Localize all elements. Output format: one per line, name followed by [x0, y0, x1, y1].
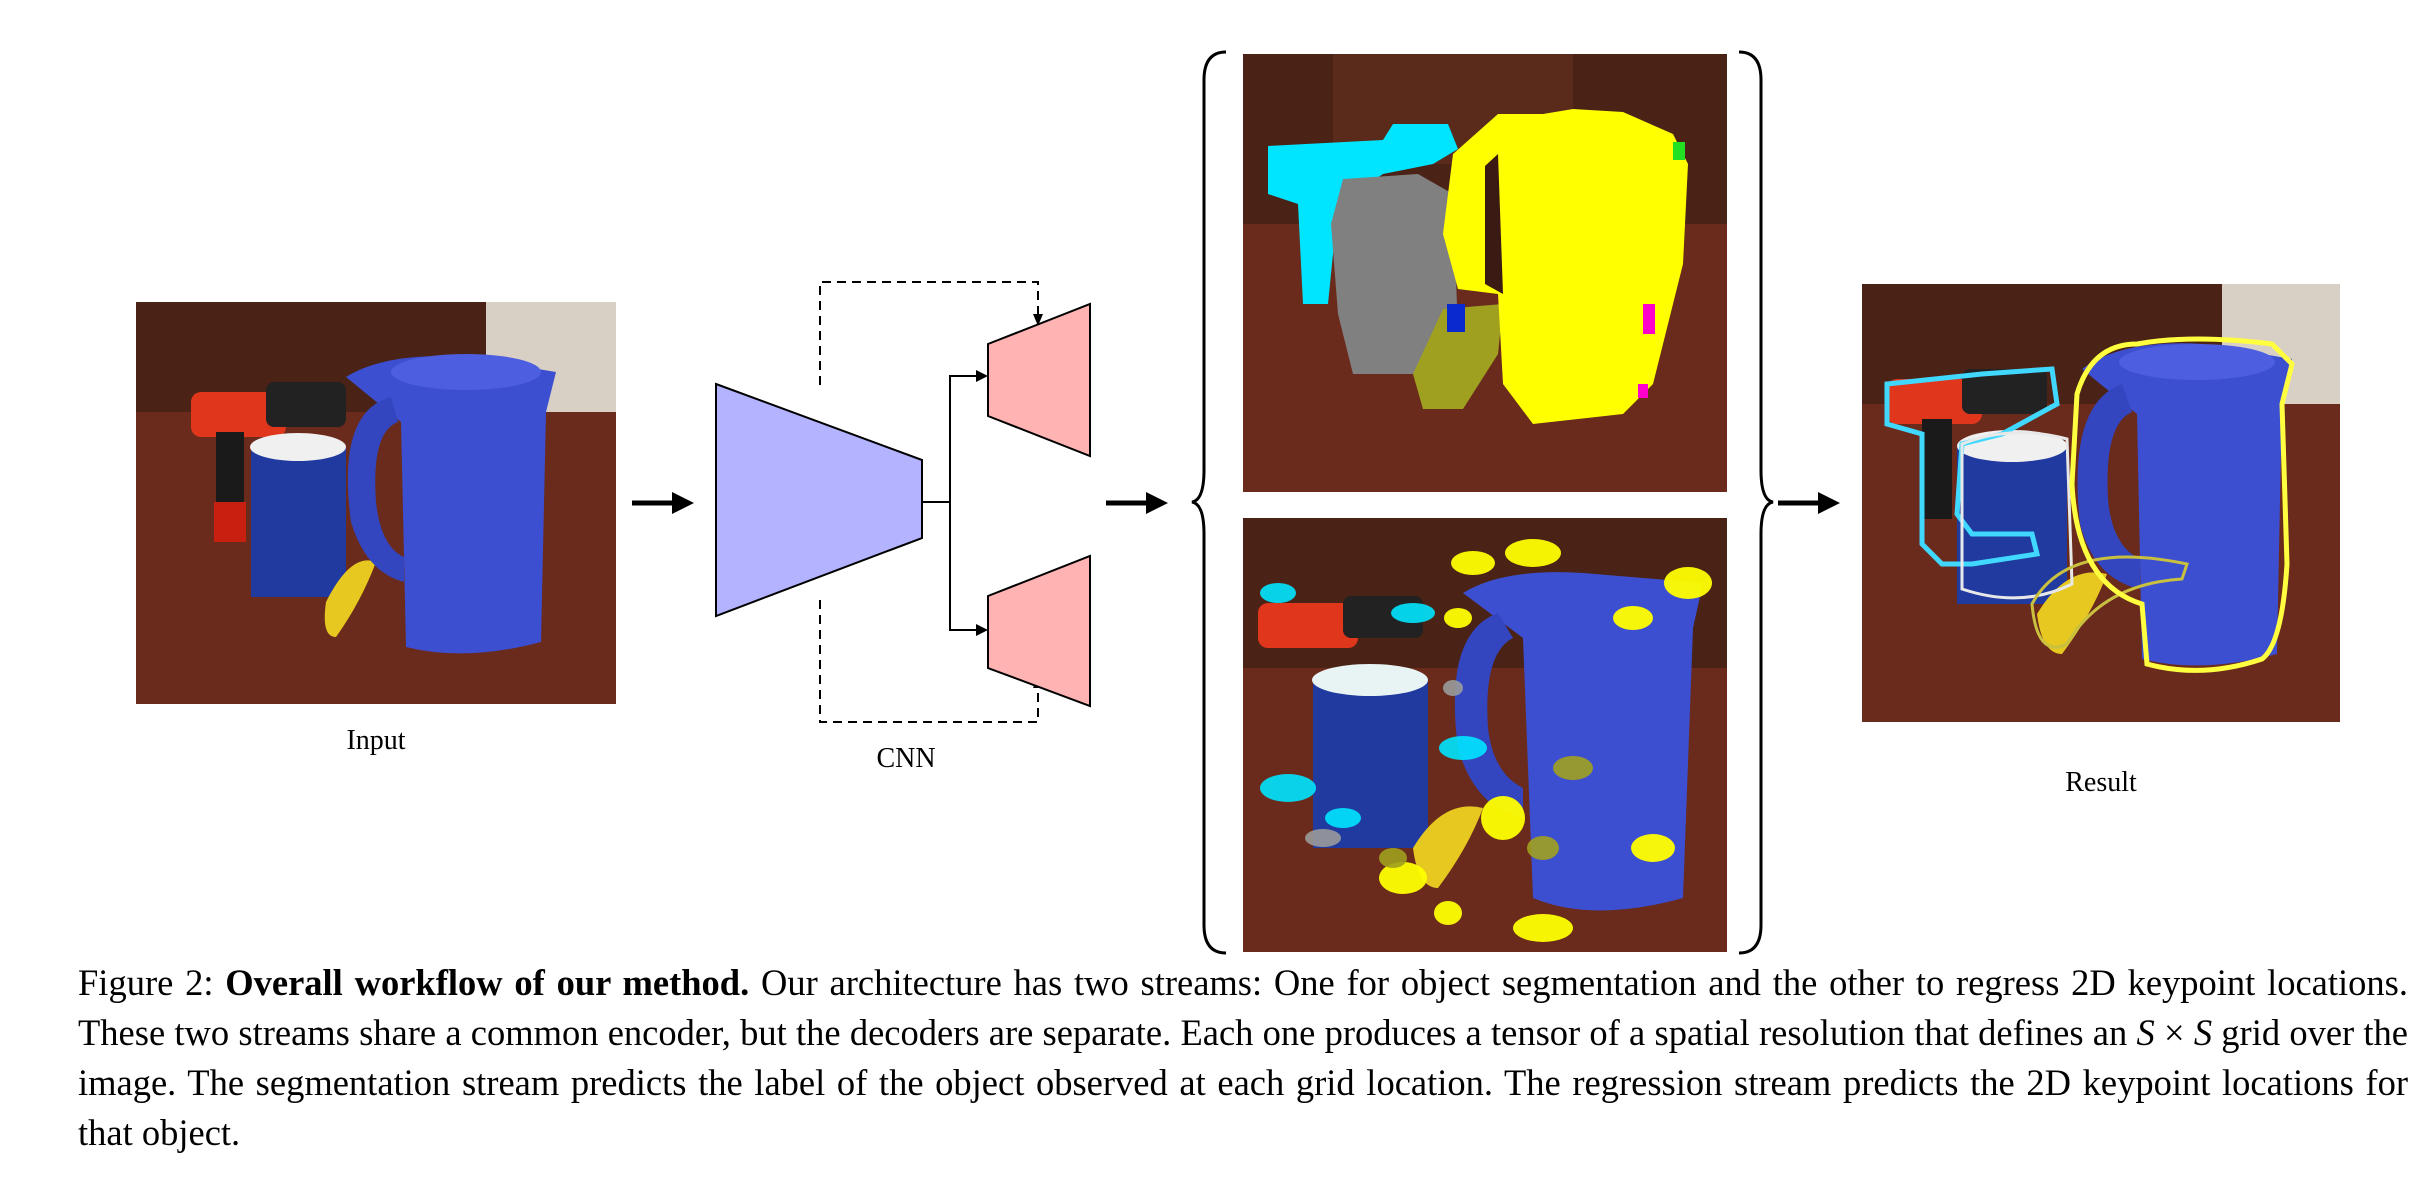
encoder-block	[715, 382, 923, 618]
caption-prefix: Figure 2:	[78, 962, 226, 1003]
figure-caption: Figure 2: Overall workflow of our method…	[78, 958, 2408, 1158]
keypoint-output-image	[1243, 518, 1727, 952]
banana-outline	[2030, 555, 2189, 649]
input-image	[136, 302, 616, 704]
can-outline	[1960, 431, 2074, 600]
arrow-right-icon	[1106, 492, 1168, 514]
cnn-label: CNN	[876, 743, 936, 774]
segmentation-output-image	[1243, 54, 1727, 492]
segmentation-decoder-block	[987, 302, 1091, 458]
seg-can-region	[1331, 174, 1458, 374]
right-brace	[1738, 50, 1774, 955]
caption-title: Overall workflow of our method.	[225, 962, 750, 1003]
pitcher-outline	[2069, 336, 2295, 673]
left-brace	[1191, 50, 1227, 955]
caption-math-s2: S	[2193, 1012, 2213, 1053]
input-label: Input	[346, 725, 406, 756]
arrow-right-icon	[632, 492, 694, 514]
drill-outline	[1884, 366, 2060, 567]
caption-text-2: grid over the image. The segmentation st…	[78, 1012, 2408, 1153]
cnn-diagram	[715, 281, 1091, 723]
seg-banana-region	[1413, 304, 1503, 409]
regression-decoder-block	[987, 554, 1091, 708]
caption-math-times: ×	[2154, 1012, 2194, 1053]
arrow-right-icon	[1778, 492, 1840, 514]
seg-drill-region	[1268, 124, 1458, 304]
caption-math-s1: S	[2136, 1012, 2155, 1053]
result-label: Result	[2065, 767, 2137, 798]
seg-pitcher-region	[1443, 109, 1688, 424]
caption-text-1: Our architecture has two streams: One fo…	[78, 962, 2408, 1053]
result-image	[1862, 284, 2340, 722]
